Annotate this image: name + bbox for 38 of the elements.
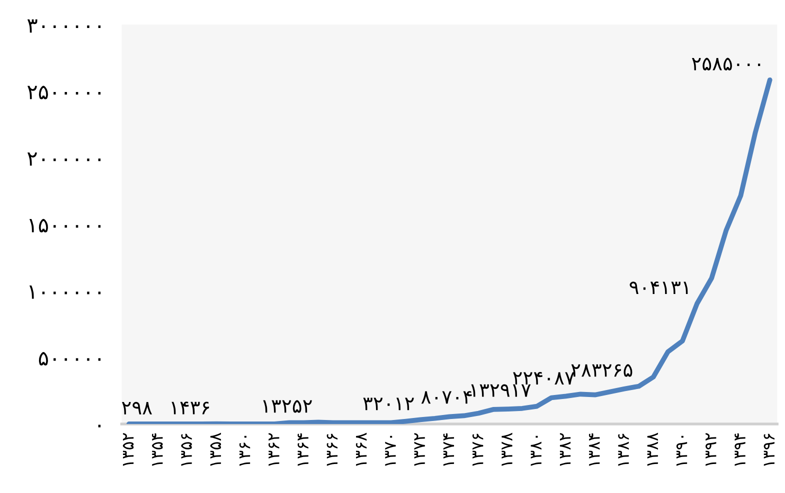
x-tick-label: ۱۳۷۸: [502, 432, 512, 466]
data-label: ۸۰۷۰۴: [421, 391, 472, 404]
x-tick-label: ۱۳۸۶: [618, 434, 629, 466]
x-tick-label: ۱۳۸۸: [647, 432, 658, 466]
x-tick-label: ۱۳۸۴: [588, 433, 600, 466]
x-tick-label: ۱۳۷۶: [472, 434, 484, 466]
x-tick-label: ۱۳۹۶: [764, 434, 774, 466]
x-tick-label: ۱۳۹۴: [734, 433, 746, 466]
x-tick-label: ۱۳۹۰: [676, 436, 688, 466]
x-tick-label: ۱۳۶۰: [239, 436, 250, 466]
x-tick-label: ۱۳۵۲: [122, 433, 134, 466]
y-tick-label: ۲۰۰۰۰۰۰: [28, 152, 101, 166]
x-tick-label: ۱۳۸۲: [560, 433, 571, 466]
data-label: ۲۹۸: [122, 402, 152, 414]
y-tick-label: ۵۰۰۰۰۰: [38, 352, 101, 366]
x-tick-label: ۱۳۶۲: [268, 433, 280, 466]
data-label: ۲۵۸۵۰۰۰: [692, 58, 760, 70]
data-label: ۳۲۰۱۲: [363, 398, 414, 410]
y-tick-label: ۱۵۰۰۰۰۰: [29, 218, 101, 232]
x-tick-label: ۱۳۹۲: [706, 433, 716, 466]
y-tick-label: ۳۰۰۰۰۰۰: [27, 19, 101, 33]
x-tick-label: ۱۳۶۸: [356, 432, 367, 466]
x-tick-label: ۱۳۵۴: [152, 433, 163, 466]
x-tick-label: ۱۳۷۲: [414, 433, 425, 466]
data-label: ۱۴۳۶: [172, 402, 210, 414]
y-tick-label: ۰: [98, 424, 101, 428]
y-tick-label: ۲۵۰۰۰۰۰: [28, 86, 101, 100]
data-label: ۹۰۴۱۳۱: [630, 282, 688, 294]
x-tick-label: ۱۳۵۸: [210, 432, 222, 466]
x-tick-label: ۱۳۶۶: [326, 434, 338, 466]
x-tick-label: ۱۳۷۰: [385, 436, 396, 466]
x-tick-label: ۱۳۵۶: [181, 434, 192, 466]
x-tick-label: ۱۳۷۴: [443, 433, 454, 466]
x-tick-label: ۱۳۶۴: [298, 433, 308, 466]
x-tick-label: ۱۳۸۰: [530, 436, 542, 466]
data-label: ۱۳۲۹۱۷: [471, 384, 531, 397]
data-label: ۱۳۲۵۲: [263, 400, 312, 413]
y-tick-label: ۱۰۰۰۰۰۰: [29, 286, 101, 299]
